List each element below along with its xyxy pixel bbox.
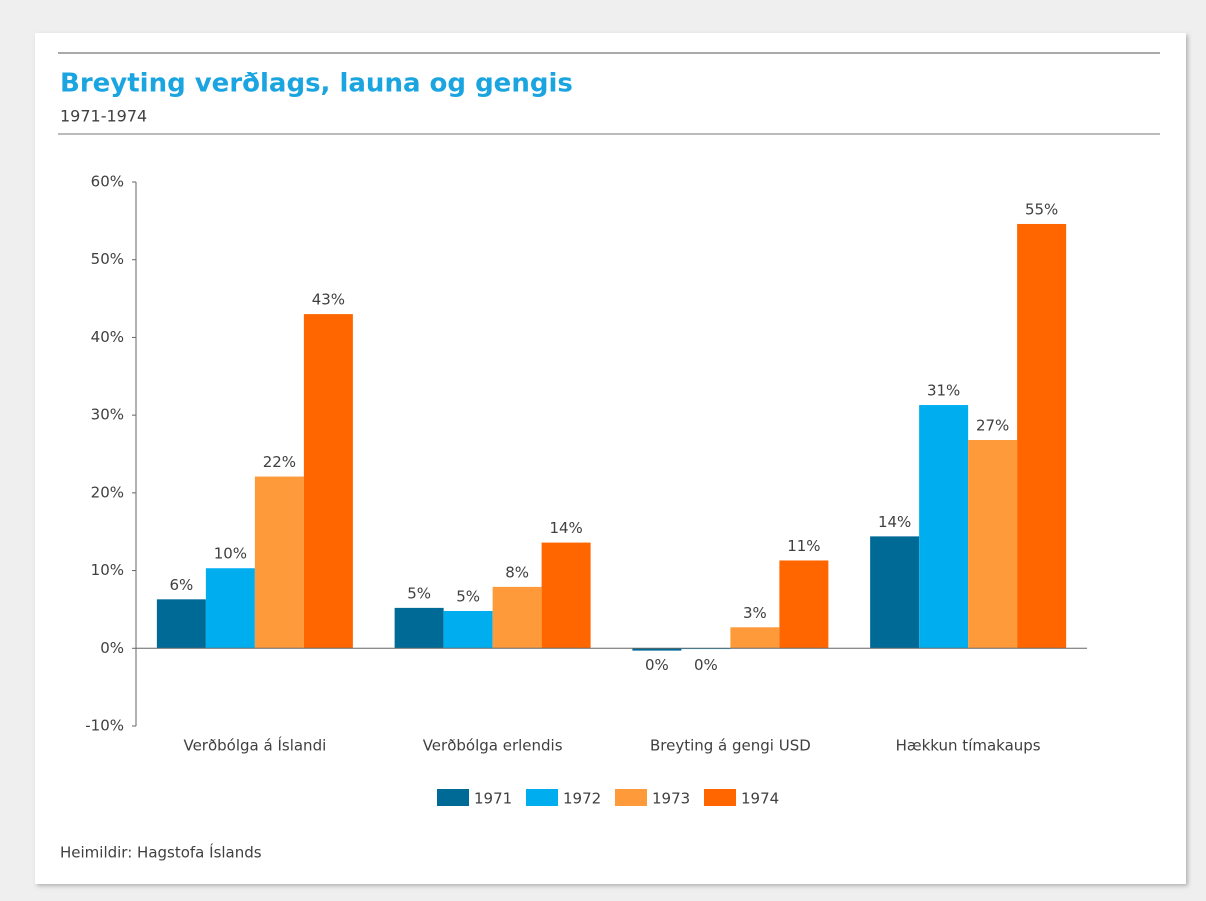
x-tick-label: Verðbólga erlendis (423, 737, 563, 755)
bar (254, 476, 304, 649)
data-label: 11% (787, 537, 820, 555)
bar (730, 627, 780, 649)
bar (1017, 223, 1067, 649)
x-tick-label: Breyting á gengi USD (650, 737, 811, 755)
bar (870, 536, 920, 649)
bar (541, 542, 591, 649)
bar (919, 405, 969, 649)
y-tick-label: 60% (91, 173, 124, 191)
legend-swatch (437, 789, 469, 806)
data-label: 55% (1025, 200, 1058, 218)
bar (156, 599, 206, 649)
y-tick-label: 50% (91, 250, 124, 268)
legend-swatch (704, 789, 736, 806)
legend-label: 1971 (474, 790, 512, 808)
data-label: 14% (878, 513, 911, 531)
y-tick-label: 20% (91, 483, 124, 501)
y-tick-label: 30% (91, 406, 124, 424)
bar (779, 560, 829, 649)
data-label: 31% (927, 382, 960, 400)
x-tick-label: Hækkun tímakaups (896, 737, 1041, 755)
data-label: 22% (263, 453, 296, 471)
data-label: 27% (976, 417, 1009, 435)
chart-title: Breyting verðlags, launa og gengis (60, 69, 573, 99)
y-tick-label: -10% (85, 717, 124, 735)
chart-subtitle: 1971-1974 (60, 107, 147, 126)
bar (394, 607, 444, 649)
y-tick-label: 40% (91, 328, 124, 346)
data-label: 6% (169, 576, 193, 594)
bar (632, 648, 682, 651)
data-label: 43% (312, 291, 345, 309)
legend-label: 1974 (741, 790, 779, 808)
bar (492, 586, 542, 649)
legend-swatch (615, 789, 647, 806)
bar (303, 314, 353, 649)
data-label: 14% (549, 519, 582, 537)
data-label: 0% (645, 656, 669, 674)
legend-label: 1973 (652, 790, 690, 808)
data-label: 0% (694, 656, 718, 674)
data-label: 8% (505, 563, 529, 581)
bar (443, 610, 493, 649)
x-tick-label: Verðbólga á Íslandi (183, 736, 326, 755)
data-label: 5% (456, 587, 480, 605)
legend-label: 1972 (563, 790, 601, 808)
legend-swatch (526, 789, 558, 806)
data-label: 10% (214, 545, 247, 563)
y-tick-label: 0% (100, 639, 124, 657)
source: Heimildir: Hagstofa Íslands (60, 843, 262, 862)
data-label: 3% (743, 604, 767, 622)
bar (968, 440, 1018, 649)
y-tick-label: 10% (91, 561, 124, 579)
data-label: 5% (407, 584, 431, 602)
bar (205, 568, 255, 649)
